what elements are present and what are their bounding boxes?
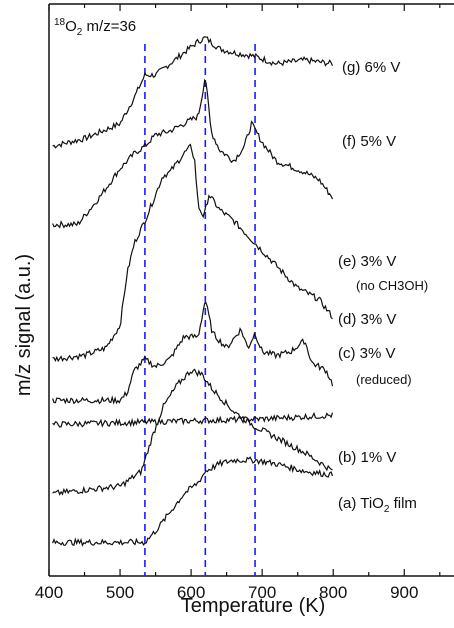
y-axis-title: m/z signal (a.u.) xyxy=(13,254,35,396)
traces xyxy=(52,36,334,547)
series-line-c xyxy=(52,411,334,428)
title-main: O xyxy=(65,18,77,35)
series-label-f: (f) 5% V xyxy=(342,133,396,150)
title-superscript: 18 xyxy=(54,17,66,28)
series-line-b xyxy=(52,368,333,496)
series-label-g: (g) 6% V xyxy=(342,59,400,76)
series-label-e: (e) 3% V xyxy=(338,253,396,270)
plot-title: 18O2 m/z=36 xyxy=(54,17,136,38)
series-label-b: (b) 1% V xyxy=(338,449,396,466)
series-label-a: (a) TiO2 film xyxy=(338,495,417,515)
series-note-e: (no CH3OH) xyxy=(356,278,428,293)
plot-frame xyxy=(48,3,454,577)
x-tick-label: 500 xyxy=(106,583,134,602)
x-tick-label: 600 xyxy=(177,583,205,602)
series-line-g xyxy=(52,36,334,149)
reference-lines xyxy=(144,44,256,576)
title-subscript: 2 xyxy=(77,27,83,38)
series-line-f xyxy=(52,78,334,229)
trace-labels: (g) 6% V (f) 5% V (e) 3% V (no CH3OH) (d) 3%… xyxy=(338,59,428,515)
x-tick-label: 700 xyxy=(248,583,276,602)
series-label-c: (c) 3% V xyxy=(338,345,396,362)
title-rest: m/z=36 xyxy=(82,18,136,35)
x-tick-label: 900 xyxy=(390,583,418,602)
series-line-d xyxy=(52,302,334,405)
x-axis: 400 500 600 700 800 900 xyxy=(35,4,441,602)
series-note-c: (reduced) xyxy=(356,372,412,387)
x-tick-label: 800 xyxy=(319,583,347,602)
series-line-e xyxy=(52,143,333,363)
x-tick-label: 400 xyxy=(35,583,63,602)
x-axis-title: Temperature (K) xyxy=(181,595,326,617)
series-line-a xyxy=(52,456,334,547)
series-label-d: (d) 3% V xyxy=(338,311,396,328)
